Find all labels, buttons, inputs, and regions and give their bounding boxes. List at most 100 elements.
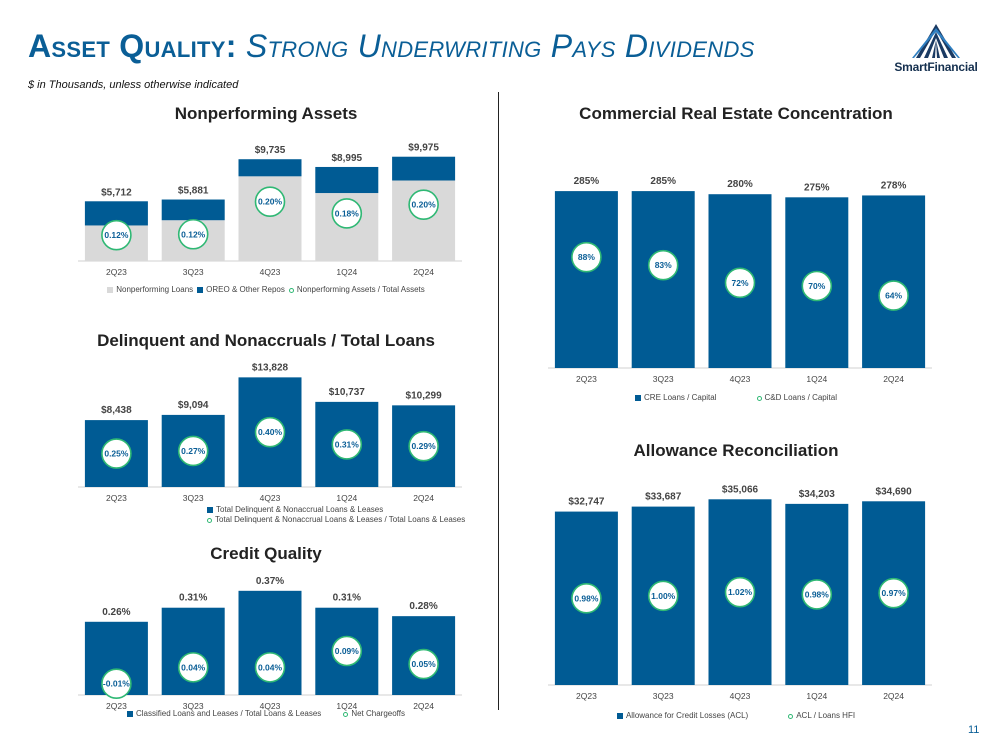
legend-ring-icon: [288, 287, 294, 293]
bar-value-label: 285%: [574, 176, 600, 187]
legend-item-nonperforming-loans: Nonperforming Loans: [107, 285, 193, 295]
bar-value-label: $9,975: [408, 143, 439, 154]
bar-oreo-other-repos: [238, 159, 302, 177]
x-tick-label: 2Q23: [576, 374, 597, 384]
bar-value-label: $9,094: [178, 400, 209, 411]
ratio-label: 64%: [885, 291, 902, 301]
bar-oreo-other-repos: [161, 199, 225, 221]
legend-item-net-chargeoffs: Net Chargeoffs: [343, 709, 405, 719]
ratio-marker: [647, 580, 679, 612]
ratio-label: -0.01%: [103, 679, 130, 689]
x-tick-label: 4Q23: [730, 374, 751, 384]
x-tick-label: 4Q23: [260, 267, 281, 277]
legend-item-classified-loans: Classified Loans and Leases / Total Loan…: [127, 709, 321, 719]
x-tick-label: 1Q24: [336, 701, 357, 711]
legend-label: C&D Loans / Capital: [764, 393, 837, 402]
bar-value-label: $8,995: [332, 153, 363, 164]
ratio-label: 0.20%: [412, 200, 437, 210]
chart-title: Allowance Reconciliation: [633, 441, 839, 460]
credit-quality-plot: 0.26% -0.01% 2Q23 0.31% 0.04% 3Q23 0.37% 0.04% 4…: [78, 576, 462, 711]
ratio-label: 0.18%: [335, 208, 360, 218]
legend-ring-icon: [207, 517, 212, 523]
bar-value-label: $10,737: [329, 387, 366, 398]
bar-value-label: 0.31%: [179, 593, 207, 604]
logo-mark-icon: [912, 24, 960, 58]
ratio-marker: [177, 218, 209, 250]
cre-concentration-chart: Commercial Real Estate Concentration 285…: [540, 104, 932, 404]
ratio-label: 0.25%: [104, 449, 129, 459]
legend-label: Net Chargeoffs: [351, 709, 405, 718]
ratio-label: 0.98%: [574, 593, 599, 603]
legend-label: Classified Loans and Leases / Total Loan…: [136, 709, 322, 718]
ratio-label: 0.29%: [412, 441, 437, 451]
ratio-marker: [101, 668, 132, 700]
ratio-label: 72%: [731, 278, 748, 288]
legend-item-delinquent-loans: Total Delinquent & Nonaccrual Loans & Le…: [207, 505, 383, 515]
credit-quality-chart: Credit Quality 0.26% -0.01% 2Q23 0.31% 0.04%…: [70, 544, 462, 722]
x-tick-label: 2Q24: [883, 374, 904, 384]
title-main: Asset Quality:: [28, 28, 237, 64]
bar-value-label: $5,881: [178, 186, 209, 197]
bar-value-label: $8,438: [101, 405, 132, 416]
ratio-marker: [571, 241, 602, 273]
bar-value-label: 0.37%: [256, 576, 284, 587]
ratio-marker: [254, 652, 286, 683]
page-title: Asset Quality: Strong Underwriting Pays …: [28, 26, 755, 66]
legend-ring-icon: [788, 713, 794, 719]
ratio-marker: [254, 186, 286, 218]
ratio-label: 0.04%: [258, 662, 283, 672]
x-tick-label: 4Q23: [260, 701, 281, 711]
bar-value-label: 275%: [804, 182, 830, 193]
chart-legend: CRE Loans / Capital C&D Loans / Capital: [540, 393, 932, 403]
legend-swatch: [107, 287, 114, 293]
ratio-marker: [331, 635, 363, 667]
legend-swatch: [127, 711, 133, 717]
x-tick-label: 3Q23: [183, 701, 204, 711]
units-note: $ in Thousands, unless otherwise indicat…: [28, 79, 239, 91]
x-tick-label: 4Q23: [260, 493, 281, 503]
ratio-label: 88%: [578, 252, 595, 262]
ratio-label: 0.04%: [181, 662, 206, 672]
legend-label: CRE Loans / Capital: [644, 393, 717, 402]
smartfinancial-logo: SmartFinancial: [884, 22, 988, 78]
ratio-marker: [408, 430, 439, 462]
ratio-label: 0.98%: [805, 589, 830, 599]
x-tick-label: 2Q23: [106, 701, 127, 711]
bar-value-label: $33,687: [645, 492, 682, 503]
bar-value-label: $9,735: [255, 145, 286, 156]
chart-title: Commercial Real Estate Concentration: [579, 104, 893, 123]
bar-oreo-other-repos: [315, 166, 379, 194]
x-tick-label: 1Q24: [336, 493, 357, 503]
ratio-marker: [101, 219, 132, 251]
x-tick-label: 3Q23: [653, 374, 674, 384]
legend-item-cre-loans: CRE Loans / Capital: [635, 393, 717, 403]
x-tick-label: 3Q23: [183, 267, 204, 277]
ratio-marker: [177, 652, 209, 683]
bar-oreo-other-repos: [392, 156, 456, 181]
bar-value-label: $35,066: [722, 484, 759, 495]
legend-label: Total Delinquent & Nonaccrual Loans & Le…: [215, 515, 466, 524]
bar: [554, 191, 618, 368]
ratio-marker: [101, 438, 132, 469]
ratio-label: 70%: [808, 281, 825, 291]
ratio-marker: [878, 280, 909, 311]
ratio-label: 0.97%: [882, 588, 907, 598]
delinquent-nonaccrual-chart: Delinquent and Nonaccruals / Total Loans…: [70, 331, 466, 527]
ratio-label: 0.12%: [181, 229, 206, 239]
ratio-marker: [724, 576, 756, 608]
x-tick-label: 2Q24: [883, 691, 904, 701]
legend-swatch: [616, 713, 623, 719]
allowance-reconciliation-chart: Allowance Reconciliation $32,747 0.98% 2Q2…: [540, 441, 932, 723]
bar-value-label: 285%: [650, 176, 676, 187]
nonperforming-assets-plot: $5,712 0.12% 2Q23 $5,881 0.12% 3Q23 $9,735 0.20…: [78, 143, 462, 277]
legend-label: OREO & Other Repos: [206, 285, 285, 294]
legend-ring-icon: [756, 395, 762, 401]
chart-legend: Allowance for Credit Losses (ACL) ACL / …: [540, 711, 932, 721]
ratio-marker: [571, 582, 602, 614]
bar-value-label: 0.28%: [409, 601, 437, 612]
x-tick-label: 3Q23: [653, 691, 674, 701]
chart-title: Credit Quality: [210, 544, 322, 563]
ratio-label: 83%: [655, 260, 672, 270]
bar-value-label: $32,747: [568, 497, 605, 508]
x-tick-label: 2Q23: [106, 267, 127, 277]
